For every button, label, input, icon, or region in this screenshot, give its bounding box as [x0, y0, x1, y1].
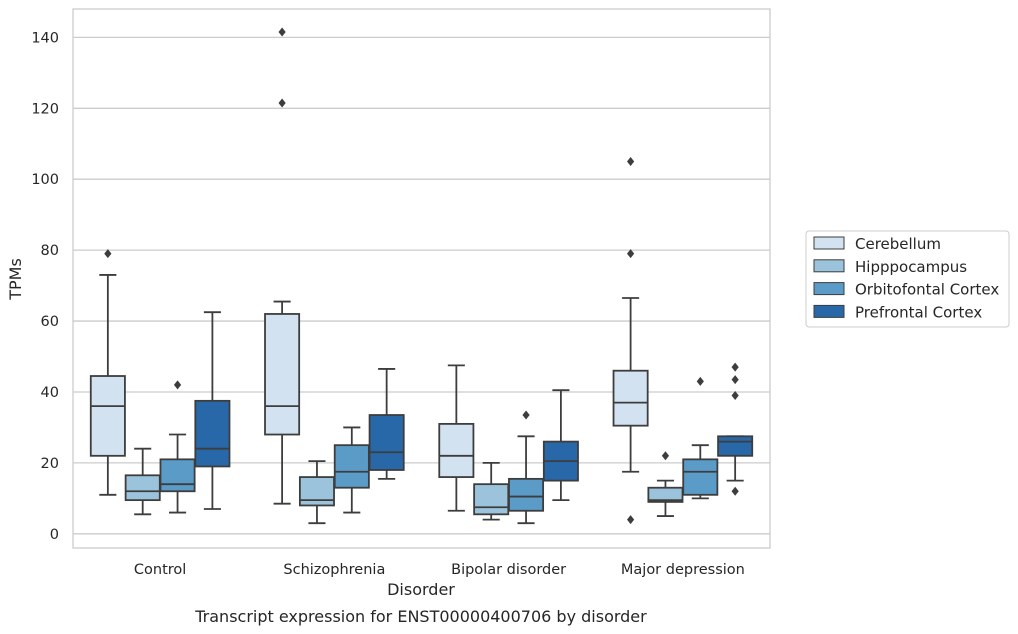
- y-axis-label: TPMs: [6, 258, 25, 301]
- box-group: [124, 447, 161, 516]
- outlier-point: [104, 249, 112, 259]
- y-tick-label: 20: [41, 456, 59, 472]
- legend-label: Cerebellum: [855, 235, 941, 253]
- y-tick-label: 40: [41, 385, 59, 401]
- y-tick-label: 120: [31, 101, 59, 117]
- box-iqr: [717, 435, 754, 457]
- box-group: [368, 368, 405, 480]
- box-iqr: [438, 422, 475, 478]
- box-group: [333, 426, 370, 514]
- legend-label: Orbitofontal Cortex: [855, 281, 999, 299]
- outlier-point: [278, 98, 286, 108]
- outlier-point: [731, 375, 739, 385]
- x-tick-label: Bipolar disorder: [451, 562, 566, 578]
- box-group: [508, 410, 545, 525]
- box-group: [717, 362, 754, 496]
- legend-label: Hipppocampus: [855, 258, 967, 276]
- box-iqr: [333, 444, 370, 489]
- outlier-point: [278, 27, 286, 37]
- y-tick-label: 80: [41, 243, 59, 259]
- y-tick-label: 140: [31, 30, 59, 46]
- outlier-point: [627, 156, 635, 166]
- outlier-point: [731, 362, 739, 372]
- box-group: [194, 311, 231, 510]
- box-iqr: [508, 477, 545, 512]
- outlier-point: [731, 391, 739, 401]
- y-tick-label: 0: [50, 527, 59, 543]
- outlier-point: [627, 515, 635, 525]
- box-iqr: [612, 369, 649, 427]
- legend-swatch: [813, 282, 845, 296]
- y-tick-label: 60: [41, 314, 59, 330]
- legend: Cerebellum Hipppocampus Orbitofontal Corte…: [805, 230, 1010, 328]
- box-group: [647, 451, 684, 517]
- box-group: [542, 389, 579, 502]
- y-tick-labels: 0 20 40 60 80 100 120 140: [31, 30, 59, 542]
- x-axis-label: Disorder: [387, 580, 455, 599]
- figure-caption: Transcript expression for ENST0000040070…: [194, 607, 647, 626]
- box-iqr: [264, 313, 301, 436]
- outlier-point: [627, 249, 635, 259]
- outlier-point: [173, 380, 182, 390]
- box-group: [159, 380, 196, 514]
- box-iqr: [298, 476, 335, 507]
- box-group: [682, 376, 719, 500]
- outlier-point: [696, 376, 704, 386]
- box-group: [473, 461, 510, 521]
- outlier-point: [522, 410, 530, 420]
- y-tick-label: 100: [31, 172, 59, 188]
- box-group: [612, 156, 649, 525]
- legend-swatch: [813, 304, 845, 318]
- outlier-point: [731, 486, 739, 496]
- boxes: [89, 27, 754, 525]
- legend-swatch: [813, 259, 845, 273]
- box-iqr: [124, 474, 161, 502]
- x-tick-label: Control: [134, 562, 186, 578]
- plot-area-frame: [72, 8, 771, 549]
- box-group: [264, 27, 301, 505]
- box-iqr: [682, 458, 719, 496]
- box-iqr: [368, 414, 405, 471]
- box-group: [438, 364, 475, 512]
- box-group: [89, 249, 126, 496]
- x-tick-label: Major depression: [621, 562, 745, 578]
- outlier-point: [661, 451, 670, 461]
- x-tick-label: Schizophrenia: [283, 562, 385, 578]
- legend-frame: [805, 230, 1010, 328]
- box-iqr: [89, 375, 126, 457]
- legend-label: Prefrontal Cortex: [855, 303, 982, 321]
- box-iqr: [473, 483, 510, 516]
- x-tick-labels: Control Schizophrenia Bipolar disorder Majo…: [134, 562, 745, 578]
- box-iqr: [194, 399, 231, 468]
- box-iqr: [159, 458, 196, 493]
- legend-swatch: [813, 236, 845, 250]
- box-group: [298, 460, 335, 525]
